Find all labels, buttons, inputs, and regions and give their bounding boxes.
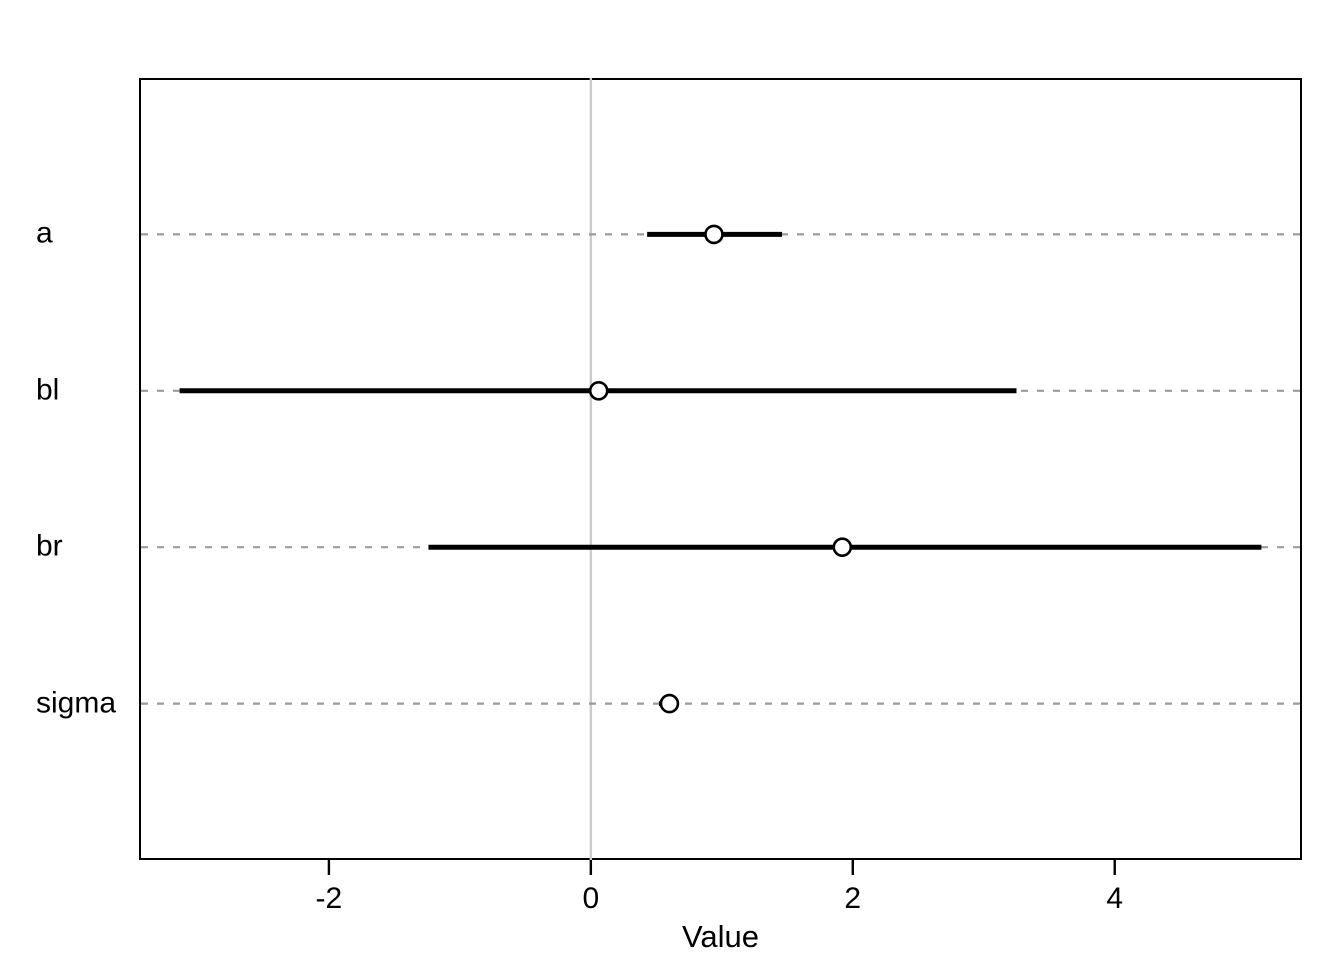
- y-label-br: br: [36, 529, 63, 563]
- plot-border-box: [139, 78, 1302, 860]
- point-estimate-a: [704, 224, 724, 245]
- x-tick-label-4: 4: [1106, 882, 1124, 915]
- x-tick-label-2: 2: [844, 882, 862, 915]
- y-label-a: a: [36, 216, 53, 250]
- x-tick-label--2: -2: [315, 882, 343, 915]
- x-tick-label-0: 0: [582, 882, 600, 915]
- x-axis-title: Value: [682, 919, 759, 954]
- y-label-sigma: sigma: [36, 685, 117, 719]
- y-label-bl: bl: [36, 373, 60, 407]
- point-estimate-sigma: [659, 693, 680, 714]
- point-estimate-bl: [588, 380, 609, 401]
- point-estimate-br: [832, 537, 853, 558]
